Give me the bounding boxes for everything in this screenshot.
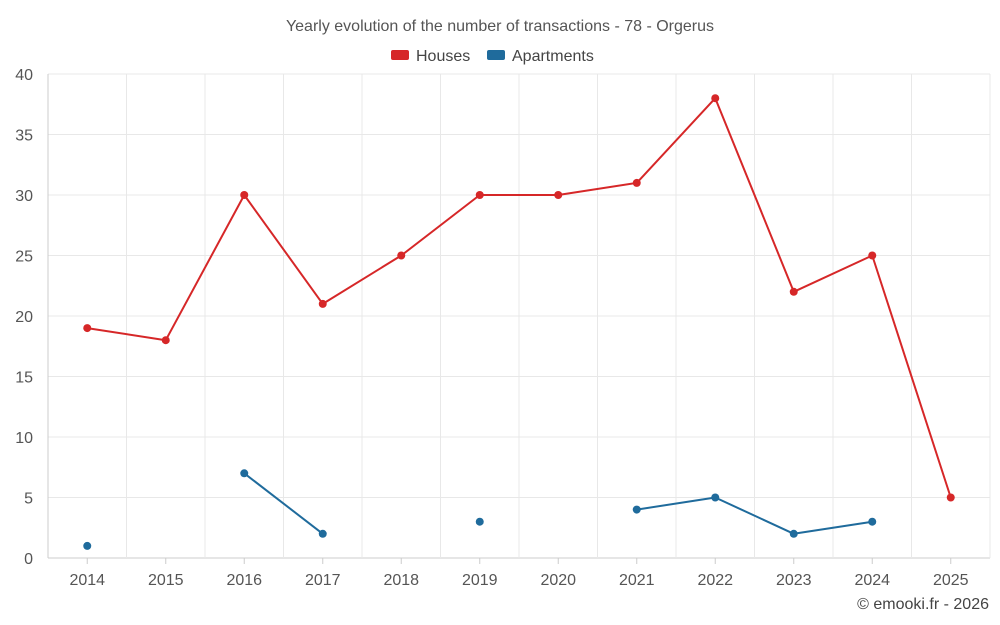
y-tick-label: 0 [24, 551, 33, 568]
x-tick-label: 2024 [854, 572, 890, 589]
data-point-apartments-2014[interactable] [83, 541, 92, 550]
y-tick-label: 30 [15, 188, 33, 205]
data-point-apartments-2021[interactable] [632, 505, 641, 514]
y-axis-ticks: 0 5 10 15 20 25 30 35 40 [15, 67, 33, 568]
data-point-houses-2019[interactable] [475, 191, 484, 199]
data-point-houses-2014[interactable] [83, 324, 92, 333]
y-tick-label: 10 [15, 430, 33, 447]
y-tick-label: 20 [15, 309, 33, 326]
series [83, 94, 955, 550]
grid [47, 73, 991, 559]
x-axis-ticks: 2014 2015 2016 2017 2018 2019 2020 2021 2022 2023… [69, 558, 969, 589]
data-point-houses-2018[interactable] [397, 251, 406, 260]
data-point-houses-2023[interactable] [789, 287, 798, 296]
data-point-apartments-2024[interactable] [868, 517, 877, 526]
x-tick-label: 2017 [305, 572, 341, 589]
x-tick-label: 2022 [697, 572, 733, 589]
data-point-apartments-2016[interactable] [240, 469, 249, 478]
chart-title: Yearly evolution of the number of transa… [286, 18, 714, 35]
legend-swatch-apartments [487, 50, 505, 60]
legend-swatch-houses [391, 50, 409, 60]
data-point-houses-2017[interactable] [318, 299, 327, 308]
y-tick-label: 5 [24, 491, 33, 508]
x-tick-label: 2021 [619, 572, 655, 589]
legend: Houses Apartments [391, 48, 594, 65]
series-line-apartments [243, 472, 324, 535]
x-tick-label: 2019 [462, 572, 498, 589]
credit-text: © emooki.fr - 2026 [857, 596, 989, 613]
y-tick-label: 15 [15, 370, 33, 387]
x-tick-label: 2014 [69, 572, 105, 589]
data-point-houses-2016[interactable] [240, 191, 249, 199]
x-tick-label: 2018 [383, 572, 419, 589]
series-line-apartments [636, 496, 873, 535]
legend-label-houses[interactable]: Houses [416, 48, 470, 65]
data-point-houses-2022[interactable] [711, 94, 720, 103]
x-tick-label: 2020 [540, 572, 576, 589]
y-tick-label: 35 [15, 128, 33, 145]
y-tick-label: 25 [15, 249, 33, 266]
y-tick-label: 40 [15, 67, 33, 84]
data-point-houses-2015[interactable] [161, 336, 170, 345]
x-tick-label: 2025 [933, 572, 969, 589]
x-tick-label: 2016 [226, 572, 262, 589]
data-point-apartments-2017[interactable] [318, 529, 327, 538]
data-point-apartments-2022[interactable] [711, 493, 720, 502]
data-point-apartments-2019[interactable] [475, 517, 484, 526]
data-point-houses-2024[interactable] [868, 251, 877, 260]
series-line-houses [87, 97, 952, 498]
data-point-houses-2020[interactable] [554, 191, 563, 199]
x-tick-label: 2023 [776, 572, 812, 589]
x-tick-label: 2015 [148, 572, 184, 589]
data-point-houses-2025[interactable] [946, 493, 955, 502]
legend-label-apartments[interactable]: Apartments [512, 48, 594, 65]
data-point-apartments-2023[interactable] [789, 529, 798, 538]
data-point-houses-2021[interactable] [632, 178, 641, 187]
